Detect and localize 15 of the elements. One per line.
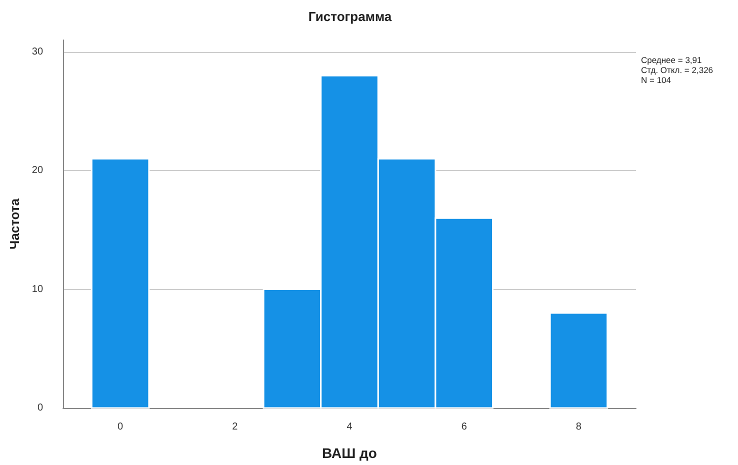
text: Стд. Откл. = 2,326 <box>641 65 714 75</box>
x-tick-label: 6 <box>461 422 468 432</box>
y-tick-label: 0 <box>37 402 44 414</box>
chart-title: Гистограмма <box>308 9 392 24</box>
text: N = 104 <box>641 75 672 85</box>
y-tick-label: 20 <box>32 165 44 176</box>
x-tick-label: 4 <box>346 422 353 432</box>
text: Среднее = 3,91 <box>641 55 702 65</box>
x-tick-label: 0 <box>118 422 124 432</box>
y-tick-label: 10 <box>32 284 44 295</box>
x-axis-title: ВАШ до <box>322 445 377 461</box>
y-axis-title: Частота <box>7 198 22 250</box>
x-tick-label: 2 <box>232 422 238 432</box>
x-tick-label: 8 <box>576 422 582 432</box>
y-tick-label: 30 <box>32 46 44 58</box>
